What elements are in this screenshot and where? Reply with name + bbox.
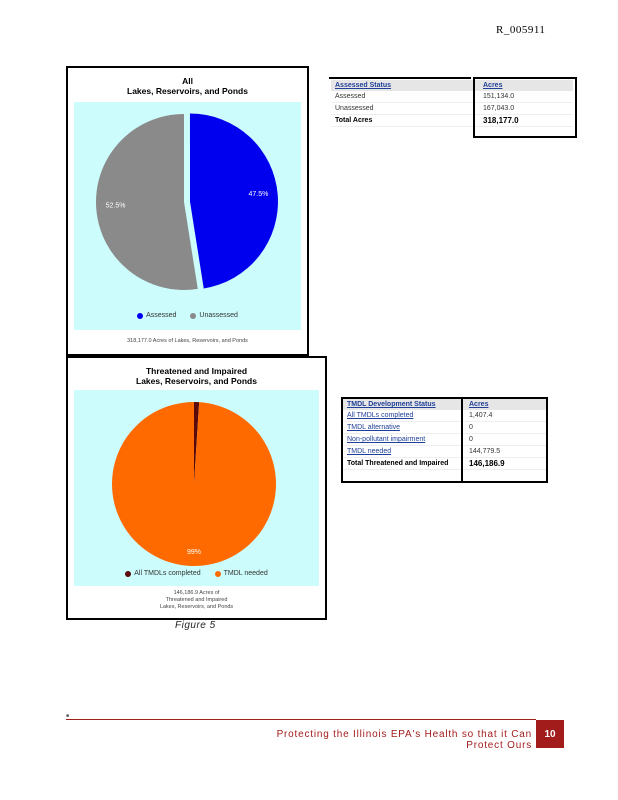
chart1-title: All Lakes, Reservoirs, and Ponds: [68, 76, 307, 96]
legend-dot-assessed: [137, 312, 144, 319]
table-total-row: Total Threatened and Impaired 146,186.9: [343, 457, 547, 470]
row-label[interactable]: TMDL needed: [343, 445, 465, 458]
total-value: 318,177.0: [479, 114, 573, 127]
chart1-legend: Assessed Unassessed: [68, 312, 307, 321]
legend-dot-unassessed: [190, 312, 197, 319]
footer-text: Protecting the Illinois EPA's Health so …: [276, 729, 532, 751]
chart1-title-line1: All: [182, 76, 193, 86]
chart2-footnote: 146,186.9 Acres of Threatened and Impair…: [68, 590, 325, 611]
total-value: 146,186.9: [465, 457, 547, 470]
tmdl-pie-chart: Threatened and Impaired Lakes, Reservoir…: [66, 356, 327, 620]
legend-item-tmdl-completed: All TMDLs completed: [125, 570, 201, 577]
footer-divider: [66, 719, 536, 720]
row-label: Assessed: [331, 91, 479, 103]
table-total-row: Total Acres 318,177.0: [331, 114, 573, 127]
tmdl-table-frame-left: [341, 397, 463, 483]
table-row: TMDL needed 144,779.5: [343, 445, 547, 458]
legend-item-tmdl-needed: TMDL needed: [214, 570, 268, 577]
row-value: 144,779.5: [465, 445, 547, 458]
col-header-assessed-status[interactable]: Assessed Status: [331, 80, 479, 91]
figure-caption: Figure 5: [175, 620, 216, 631]
pie-slice-unassessed: [96, 114, 198, 290]
legend-item-assessed: Assessed: [137, 312, 176, 319]
legend-dot-tmdl-needed: [214, 570, 221, 577]
chart2-title: Threatened and Impaired Lakes, Reservoir…: [68, 366, 325, 386]
row-value: 167,043.0: [479, 102, 573, 115]
pie-value-label: 52.5%: [106, 202, 126, 209]
chart2-footnote-line2: Threatened and Impaired: [165, 597, 228, 603]
row-value: 151,134.0: [479, 91, 573, 103]
row-label[interactable]: All TMDLs completed: [343, 410, 465, 422]
chart1-title-line2: Lakes, Reservoirs, and Ponds: [127, 86, 248, 96]
assessed-table-frame-left: [329, 77, 471, 79]
pie-slice-assessed: [189, 113, 278, 289]
table-row: Assessed 151,134.0: [331, 91, 573, 103]
legend-label-tmdl-needed: TMDL needed: [223, 570, 268, 577]
page-number: 10: [536, 720, 564, 748]
chart1-plot-area: 47.5% 52.5%: [74, 102, 301, 330]
document-id: R_005911: [496, 24, 546, 36]
chart2-footnote-line1: 146,186.9 Acres of: [173, 590, 220, 596]
assessed-pie-chart: All Lakes, Reservoirs, and Ponds 47.5% 52…: [66, 66, 309, 356]
total-label: Total Threatened and Impaired: [343, 457, 465, 470]
assessed-table-frame: [473, 77, 577, 138]
chart2-title-line1: Threatened and Impaired: [145, 366, 248, 376]
row-label[interactable]: TMDL alternative: [343, 421, 465, 434]
row-value: 0: [465, 421, 547, 434]
chart2-pie-svg: 99%: [111, 402, 276, 566]
row-value: 0: [465, 433, 547, 446]
table-row: Non-pollutant impairment 0: [343, 433, 547, 446]
chart2-title-line2: Lakes, Reservoirs, and Ponds: [136, 376, 257, 386]
col-header-tmdl-status[interactable]: TMDL Development Status: [343, 399, 465, 410]
legend-label-unassessed: Unassessed: [199, 312, 238, 319]
row-label[interactable]: Non-pollutant impairment: [343, 433, 465, 446]
footer-mark: ■: [66, 713, 70, 719]
table-row: TMDL alternative 0: [343, 421, 547, 434]
table-row: Unassessed 167,043.0: [331, 102, 573, 115]
pie-value-label: 99%: [187, 549, 201, 556]
legend-item-unassessed: Unassessed: [190, 312, 238, 319]
row-label: Unassessed: [331, 102, 479, 115]
tmdl-table-frame-right: [461, 397, 548, 483]
tmdl-status-table: TMDL Development Status Acres All TMDLs …: [343, 399, 547, 470]
col-header-acres[interactable]: Acres: [479, 80, 573, 91]
legend-label-assessed: Assessed: [146, 312, 177, 319]
pie-value-label: 47.5%: [248, 191, 268, 198]
legend-label-tmdl-completed: All TMDLs completed: [134, 570, 201, 577]
assessed-status-table: Assessed Status Acres Assessed 151,134.0…: [331, 80, 573, 127]
chart2-plot-area: 99%: [74, 390, 319, 586]
total-label: Total Acres: [331, 114, 479, 127]
table-row: All TMDLs completed 1,407.4: [343, 410, 547, 422]
chart2-footnote-line3: Lakes, Reservoirs, and Ponds: [159, 604, 234, 610]
legend-dot-tmdl-completed: [125, 570, 132, 577]
chart1-pie-svg: 47.5% 52.5%: [96, 113, 278, 290]
col-header-acres[interactable]: Acres: [465, 399, 547, 410]
chart2-legend: All TMDLs completed TMDL needed: [68, 570, 325, 579]
chart1-footnote: 318,177.0 Acres of Lakes, Reservoirs, an…: [127, 338, 248, 344]
row-value: 1,407.4: [465, 410, 547, 422]
pie-slice-all-tmdls-completed: [194, 402, 200, 484]
pie-slice-tmdl-needed: [111, 402, 276, 566]
